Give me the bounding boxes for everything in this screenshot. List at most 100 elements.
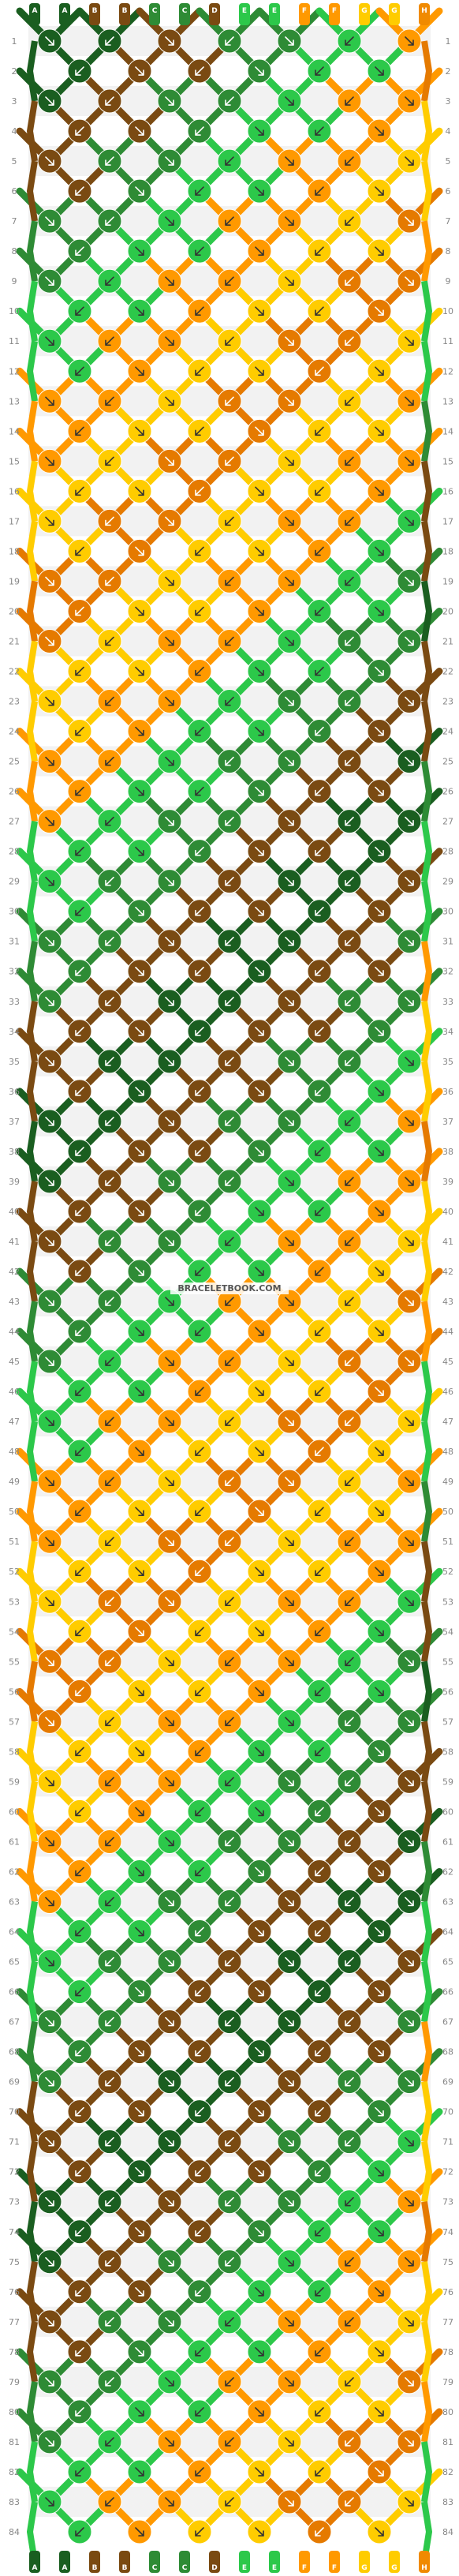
knot-arrow-icon (315, 1327, 324, 1336)
row-number-left: 37 (9, 1117, 20, 1127)
knot-arrow-icon (195, 1387, 204, 1396)
knot-arrow-icon (135, 1027, 144, 1036)
row-number-left: 35 (9, 1057, 20, 1067)
knot-arrow-icon (135, 2226, 144, 2237)
knot-arrow-icon (345, 516, 354, 526)
edge-thread-right (421, 2141, 432, 2203)
edge-thread-left (27, 2141, 38, 2203)
knot-arrow-icon (195, 2046, 204, 2057)
edge-thread-left (27, 160, 38, 222)
edge-thread-right (421, 640, 432, 702)
row-number-right: 82 (442, 2467, 453, 2477)
knot-arrow-icon (195, 1866, 204, 1877)
knot-arrow-icon (405, 1837, 414, 1847)
row-number-right: 34 (442, 1027, 453, 1037)
knot-arrow-icon (195, 1627, 204, 1637)
knot-arrow-icon (45, 1477, 54, 1486)
knot-arrow-icon (105, 336, 114, 346)
edge-thread-left (27, 1541, 38, 1602)
row-number-right: 50 (442, 1507, 453, 1517)
edge-thread-right (421, 580, 432, 642)
knot-arrow-icon (285, 1837, 294, 1847)
knot-arrow-icon (165, 2437, 174, 2447)
knot-arrow-icon (375, 2467, 384, 2477)
knot-arrow-icon (345, 2377, 354, 2387)
knot-arrow-icon (165, 276, 174, 286)
knot-arrow-icon (165, 156, 174, 166)
row-number-left: 5 (12, 156, 17, 167)
knot-arrow-icon (255, 1027, 264, 1036)
row-number-right: 5 (446, 156, 451, 167)
knot-arrow-icon (315, 426, 324, 436)
knot-arrow-icon (195, 2347, 204, 2357)
edge-thread-left (27, 821, 38, 882)
row-number-right: 3 (446, 96, 451, 107)
knot-arrow-icon (195, 1027, 204, 1036)
knot-arrow-icon (45, 696, 54, 706)
knot-arrow-icon (405, 276, 414, 286)
knot-arrow-icon (165, 1297, 174, 1306)
knot-arrow-icon (255, 366, 264, 376)
knot-arrow-icon (345, 1297, 354, 1306)
knot-arrow-icon (285, 456, 294, 466)
edge-thread-left (27, 1421, 38, 1482)
knot-arrow-icon (135, 966, 144, 976)
row-number-left: 11 (9, 336, 20, 346)
knot-arrow-icon (45, 1837, 54, 1847)
knot-arrow-icon (45, 1717, 54, 1727)
knot-arrow-icon (75, 126, 84, 136)
knot-arrow-icon (75, 1926, 84, 1937)
knot-arrow-icon (135, 1986, 144, 1997)
string-tab-bottom (149, 2551, 160, 2573)
row-number-left: 38 (9, 1147, 20, 1157)
string-letter-bottom: E (272, 2564, 277, 2572)
knot-arrow-icon (135, 246, 144, 256)
knot-arrow-icon (75, 726, 84, 736)
knot-arrow-icon (315, 2046, 324, 2057)
knot-arrow-icon (75, 1866, 84, 1877)
knot-arrow-icon (165, 2016, 174, 2027)
edge-thread-right (421, 881, 432, 942)
string-tab-bottom (269, 2551, 280, 2573)
knot-arrow-icon (45, 2016, 54, 2027)
string-tab-top (29, 3, 40, 25)
knot-arrow-icon (45, 816, 54, 826)
knot-arrow-icon (105, 2317, 114, 2327)
string-tab-top (149, 3, 160, 25)
knot-arrow-icon (75, 546, 84, 556)
row-number-left: 79 (9, 2377, 20, 2387)
row-number-right: 44 (442, 1327, 453, 1337)
row-number-left: 60 (9, 1807, 20, 1817)
knot-arrow-icon (135, 306, 144, 316)
row-number-right: 21 (442, 636, 453, 646)
edge-thread-right (421, 821, 432, 882)
knot-arrow-icon (195, 2287, 204, 2297)
knot-arrow-icon (405, 516, 414, 526)
row-number-right: 9 (446, 276, 451, 286)
row-number-left: 61 (9, 1837, 20, 1847)
knot-arrow-icon (375, 1507, 384, 1516)
knot-arrow-icon (75, 2467, 84, 2477)
string-tab-top (269, 3, 280, 25)
knot-arrow-icon (45, 996, 54, 1006)
edge-thread-right (421, 1061, 432, 1122)
knot-arrow-icon (255, 1807, 264, 1817)
knot-arrow-icon (405, 396, 414, 406)
row-number-left: 67 (9, 2017, 20, 2027)
edge-thread-right (421, 1181, 432, 1242)
knot-arrow-icon (195, 1207, 204, 1216)
knot-arrow-icon (315, 2287, 324, 2297)
knot-arrow-icon (165, 2076, 174, 2087)
knot-arrow-icon (105, 2377, 114, 2387)
knot-arrow-icon (255, 1926, 264, 1937)
edge-thread-right (421, 760, 432, 822)
knot-arrow-icon (405, 96, 414, 106)
edge-thread-right (421, 1661, 432, 1722)
knot-arrow-icon (405, 2076, 414, 2087)
knot-arrow-icon (405, 1297, 414, 1306)
row-number-right: 47 (442, 1417, 453, 1427)
knot-arrow-icon (195, 546, 204, 556)
row-number-left: 9 (12, 276, 17, 286)
knot-arrow-icon (405, 1717, 414, 1727)
